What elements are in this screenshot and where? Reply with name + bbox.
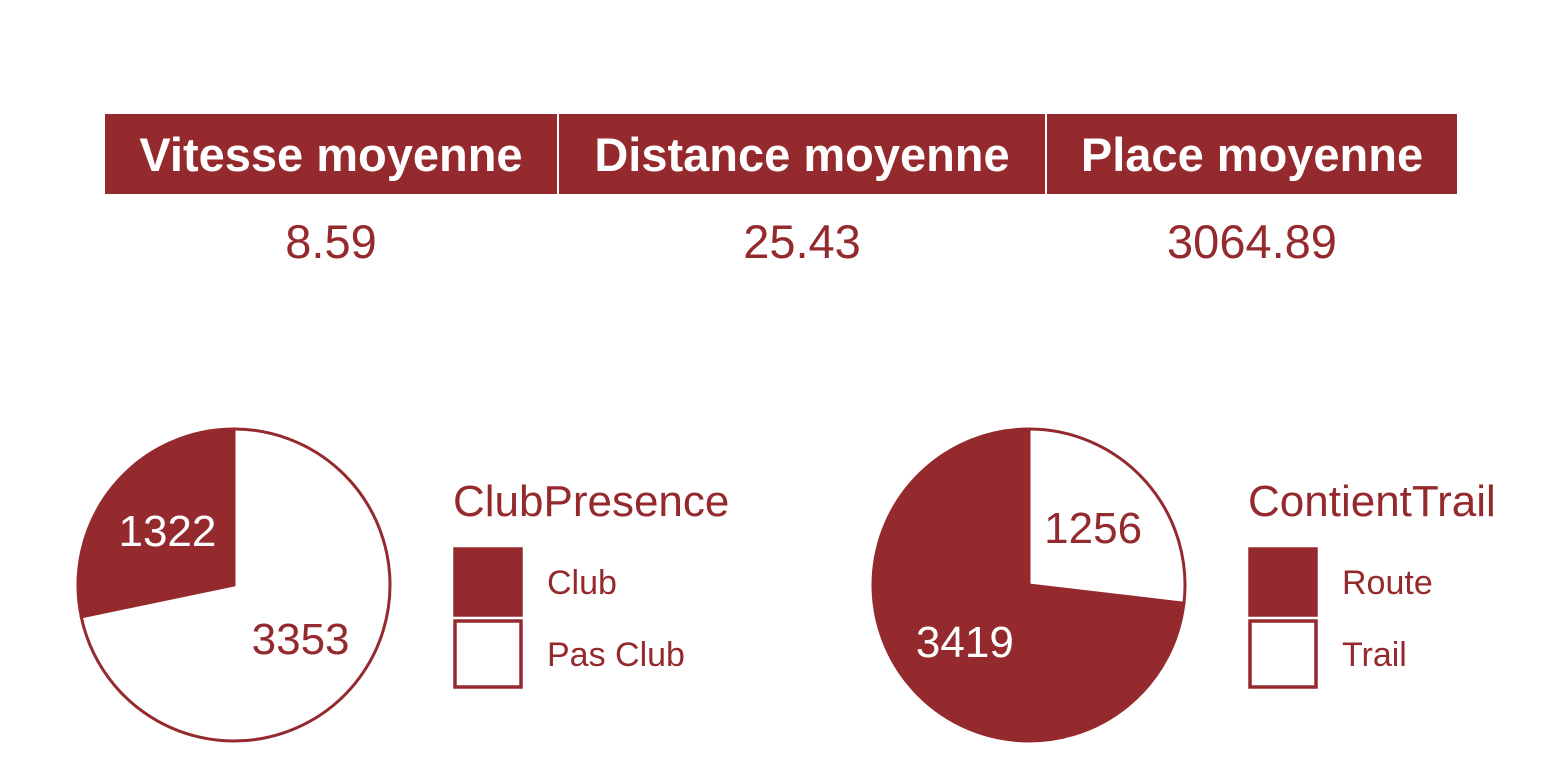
pie-slice-pas-club	[79, 427, 392, 743]
pie-slice-club	[76, 427, 236, 619]
legend-label-pas-club: Pas Club	[547, 636, 685, 674]
slice-value-label-pas-club: 3353	[252, 615, 350, 664]
header-distance: Distance moyenne	[557, 112, 1047, 196]
legend-swatch-route	[1248, 547, 1318, 617]
summary-value-row: 8.59 25.43 3064.89	[104, 195, 1458, 270]
pie-chart-trail: 3419 1256 ContientTrail Route Trail	[871, 427, 1496, 743]
pie-chart-club: 1322 3353 ClubPresence Club Pas Club	[76, 427, 729, 743]
header-place: Place moyenne	[1045, 112, 1459, 196]
legend-swatch-club	[453, 547, 523, 617]
slice-value-label-route: 3419	[916, 618, 1014, 667]
summary-table: Vitesse moyenne Distance moyenne Place m…	[103, 112, 1459, 270]
value-distance: 25.43	[743, 215, 861, 268]
legend-swatch-trail	[1248, 619, 1318, 689]
legend-label-club: Club	[547, 564, 617, 602]
summary-header-row: Vitesse moyenne Distance moyenne Place m…	[103, 112, 1459, 196]
value-place: 3064.89	[1167, 215, 1337, 268]
value-vitesse: 8.59	[285, 215, 377, 268]
legend-title: ClubPresence	[453, 477, 729, 526]
legend-label-route: Route	[1342, 564, 1433, 602]
pie-slice-trail	[1027, 427, 1187, 605]
legend-title: ContientTrail	[1248, 477, 1496, 526]
slice-value-label-trail: 1256	[1044, 504, 1142, 553]
slice-value-label-club: 1322	[118, 507, 216, 556]
legend-label-trail: Trail	[1342, 636, 1407, 674]
legend-swatch-pas-club	[453, 619, 523, 689]
header-vitesse: Vitesse moyenne	[103, 112, 559, 196]
